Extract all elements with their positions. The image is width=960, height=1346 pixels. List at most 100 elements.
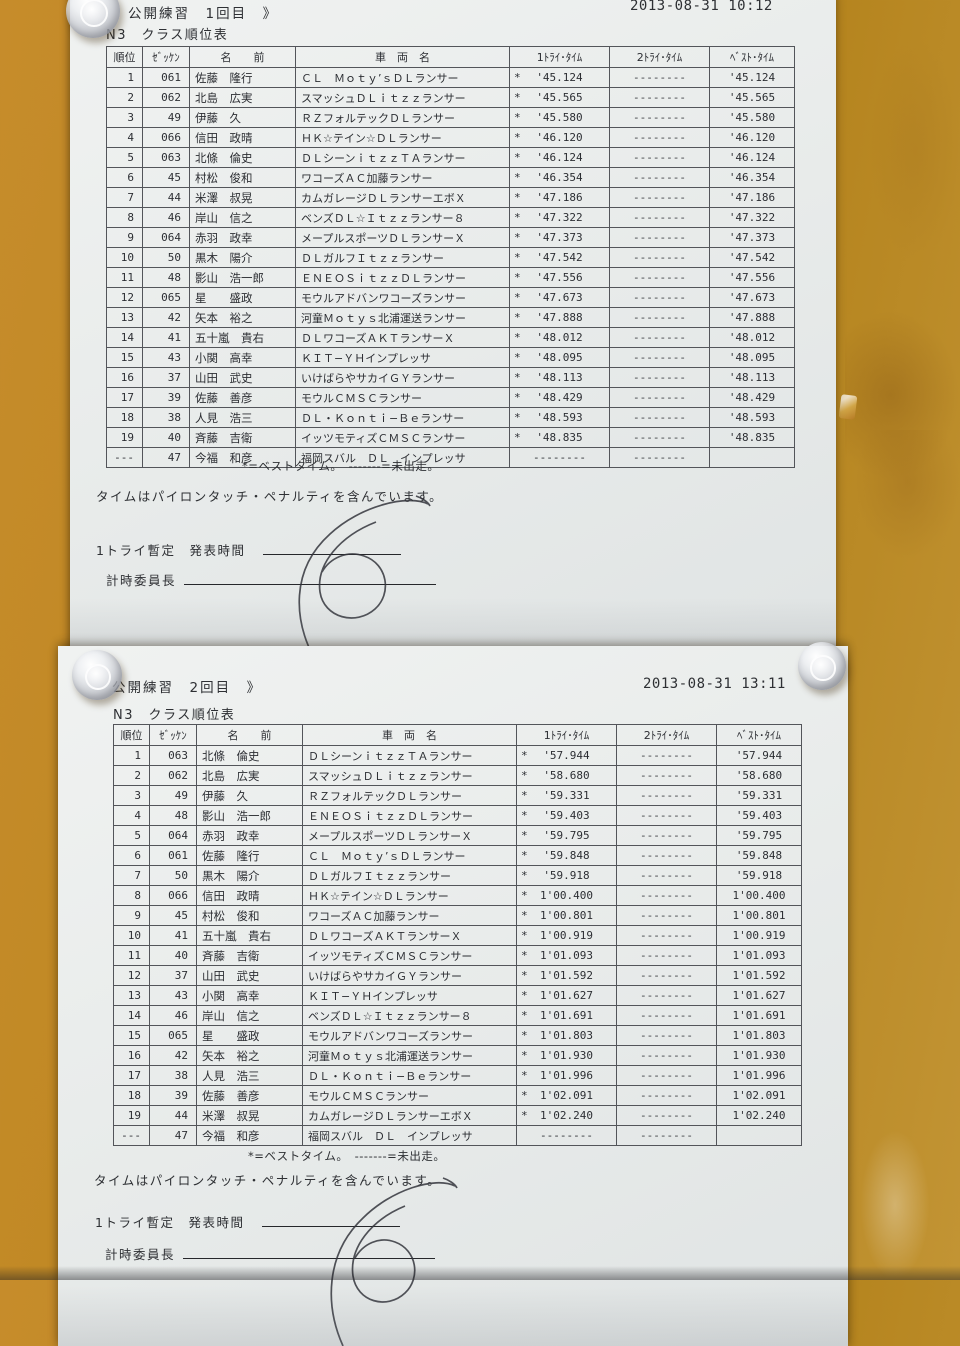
announce-time-row: 1トライ暫定 発表時間 [95, 1212, 401, 1231]
column-header: 2ﾄﾗｲ･ﾀｲﾑ [616, 724, 717, 746]
car-name-cell: ＤＬ・Ｋｏｎｔｉ−Ｂｅランサー [295, 407, 510, 428]
rank-cell: 3 [113, 785, 150, 806]
try2-time-cell: -------- [616, 845, 717, 866]
try2-time-cell: -------- [616, 965, 717, 986]
try1-time-cell: * '46.354 [509, 167, 610, 188]
try2-time-cell: -------- [616, 905, 717, 926]
try1-time-cell: * '47.673 [509, 287, 610, 308]
board-stain [855, 430, 960, 560]
driver-name-cell: 北條 倫史 [189, 147, 296, 168]
try2-time-cell: -------- [616, 1125, 717, 1146]
try1-time-cell: * 1'01.691 [516, 1005, 617, 1026]
best-time-marker: * [521, 889, 528, 902]
bib-number-cell: 41 [149, 925, 197, 946]
try1-time-value: 1'01.691 [540, 1009, 593, 1022]
try1-time-value: '48.429 [536, 391, 583, 404]
try2-time-cell: -------- [609, 327, 710, 348]
try2-time-cell: -------- [609, 247, 710, 268]
bib-number-cell: 063 [142, 147, 190, 168]
car-name-cell: ＤＬガルフＩｔｚｚランサー [295, 247, 510, 268]
try2-time-cell: -------- [609, 267, 710, 288]
bib-number-cell: 066 [149, 885, 197, 906]
try1-time-cell: * '47.888 [509, 307, 610, 328]
result-row: 11 48 影山 浩一郎 ＥＮＥＯＳｉｔｚｚＤＬランサー * '47.556 -------… [106, 267, 795, 288]
car-name-cell: ＤＬワコーズＡＫＴランサーＸ [295, 327, 510, 348]
try1-time-cell: * '47.556 [509, 267, 610, 288]
try1-time-cell: * '59.331 [516, 785, 617, 806]
bib-number-cell: 45 [149, 905, 197, 926]
best-time-cell [716, 1125, 802, 1146]
try1-time-cell: * '47.322 [509, 207, 610, 228]
try1-time-cell: * '57.944 [516, 745, 617, 766]
try1-time-cell: * '59.403 [516, 805, 617, 826]
try2-time-cell: -------- [609, 427, 710, 448]
try2-time-cell: -------- [616, 1065, 717, 1086]
car-name-cell: ＤＬガルフＩｔｚｚランサー [302, 865, 517, 886]
rank-cell: 15 [106, 347, 143, 368]
driver-name-cell: 米澤 叔晃 [196, 1105, 303, 1126]
bib-number-cell: 48 [149, 805, 197, 826]
bib-number-cell: 39 [142, 387, 190, 408]
best-time-marker: * [521, 909, 528, 922]
best-time-marker: * [521, 849, 528, 862]
bib-number-cell: 44 [149, 1105, 197, 1126]
try1-time-cell: * 1'01.093 [516, 945, 617, 966]
try2-time-cell: -------- [616, 1025, 717, 1046]
try1-time-value: '59.331 [543, 789, 590, 802]
sheet-title: 公開練習 1回目 》 [128, 6, 279, 22]
best-time-cell: 1'01.930 [716, 1045, 802, 1066]
try1-time-cell: * '45.565 [509, 87, 610, 108]
driver-name-cell: 北島 広実 [196, 765, 303, 786]
column-header: 順位 [113, 724, 150, 746]
try2-time-cell: -------- [609, 287, 710, 308]
try2-time-cell: -------- [616, 1105, 717, 1126]
car-name-cell: スマッシュＤＬｉｔｚｚランサー [295, 87, 510, 108]
rank-cell: 11 [106, 267, 143, 288]
try1-time-cell: * 1'01.930 [516, 1045, 617, 1066]
rank-cell: 4 [113, 805, 150, 826]
car-name-cell: ＥＮＥＯＳｉｔｚｚＤＬランサー [302, 805, 517, 826]
rank-cell: 16 [106, 367, 143, 388]
result-row: 9 064 赤羽 政幸 メープルスポーツＤＬランサーＸ * '47.373 --------… [106, 227, 795, 248]
bib-number-cell: 37 [149, 965, 197, 986]
best-time-marker: * [521, 1089, 528, 1102]
driver-name-cell: 黒木 陽介 [196, 865, 303, 886]
driver-name-cell: 黒木 陽介 [189, 247, 296, 268]
best-time-cell: '59.918 [716, 865, 802, 886]
bib-number-cell: 47 [149, 1125, 197, 1146]
bib-number-cell: 061 [149, 845, 197, 866]
car-name-cell: ワコーズＡＣ加藤ランサー [295, 167, 510, 188]
try1-time-cell: * 1'01.803 [516, 1025, 617, 1046]
try2-time-cell: -------- [609, 67, 710, 88]
car-name-cell: ＫＩＴ−ＹＨインプレッサ [302, 985, 517, 1006]
car-name-cell: ワコーズＡＣ加藤ランサー [302, 905, 517, 926]
try1-time-cell: -------- [516, 1125, 617, 1146]
best-time-marker: * [521, 1029, 528, 1042]
announce-time-row: 1トライ暫定 発表時間 [96, 540, 402, 559]
try1-time-value: '45.124 [536, 71, 583, 84]
best-time-cell: '57.944 [716, 745, 802, 766]
result-row: --- 47 今福 和彦 福岡スバル ＤＬ インプレッサ -------- -------… [113, 1125, 802, 1146]
best-time-marker: * [521, 989, 528, 1002]
chief-signature-blank [184, 574, 437, 585]
best-time-marker: * [521, 929, 528, 942]
bib-number-cell: 38 [149, 1065, 197, 1086]
car-name-cell: ＣＬ Ｍｏｔｙ’ｓＤＬランサー [302, 845, 517, 866]
bib-number-cell: 45 [142, 167, 190, 188]
best-time-cell: '45.580 [709, 107, 795, 128]
column-header: 車 両 名 [295, 46, 510, 68]
rank-cell: 9 [106, 227, 143, 248]
try1-time-value: '47.556 [536, 271, 583, 284]
try1-time-value: '47.186 [536, 191, 583, 204]
try2-time-cell: -------- [609, 207, 710, 228]
rank-cell: 16 [113, 1045, 150, 1066]
best-time-marker: * [514, 291, 521, 304]
rank-cell: 14 [113, 1005, 150, 1026]
chief-timekeeper-row: 計時委員長 [106, 570, 437, 589]
bib-number-cell: 061 [142, 67, 190, 88]
best-time-cell: '47.186 [709, 187, 795, 208]
result-row: 10 50 黒木 陽介 ＤＬガルフＩｔｚｚランサー * '47.542 -------- '4… [106, 247, 795, 268]
rank-cell: 14 [106, 327, 143, 348]
best-time-marker: * [521, 769, 528, 782]
bib-number-cell: 43 [149, 985, 197, 1006]
